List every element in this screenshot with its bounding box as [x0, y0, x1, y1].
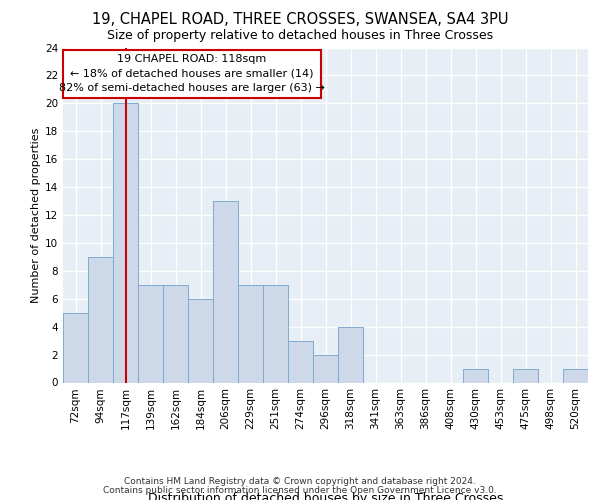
Bar: [63, 50, 320, 98]
Bar: [263, 285, 288, 382]
Text: Contains HM Land Registry data © Crown copyright and database right 2024.: Contains HM Land Registry data © Crown c…: [124, 477, 476, 486]
Bar: [563, 368, 588, 382]
Text: Contains public sector information licensed under the Open Government Licence v3: Contains public sector information licen…: [103, 486, 497, 495]
Bar: [463, 368, 488, 382]
Text: 19 CHAPEL ROAD: 118sqm
← 18% of detached houses are smaller (14)
82% of semi-det: 19 CHAPEL ROAD: 118sqm ← 18% of detached…: [59, 54, 325, 94]
Bar: [163, 285, 188, 382]
Bar: [238, 285, 263, 382]
Y-axis label: Number of detached properties: Number of detached properties: [31, 128, 41, 302]
Bar: [188, 298, 213, 382]
Bar: [338, 326, 363, 382]
Bar: [63, 312, 88, 382]
X-axis label: Distribution of detached houses by size in Three Crosses: Distribution of detached houses by size …: [148, 492, 503, 500]
Bar: [88, 257, 113, 382]
Bar: [288, 340, 313, 382]
Bar: [513, 368, 538, 382]
Bar: [138, 285, 163, 382]
Text: Size of property relative to detached houses in Three Crosses: Size of property relative to detached ho…: [107, 29, 493, 42]
Text: 19, CHAPEL ROAD, THREE CROSSES, SWANSEA, SA4 3PU: 19, CHAPEL ROAD, THREE CROSSES, SWANSEA,…: [92, 12, 508, 26]
Bar: [113, 104, 138, 382]
Bar: [213, 201, 238, 382]
Bar: [313, 354, 338, 382]
